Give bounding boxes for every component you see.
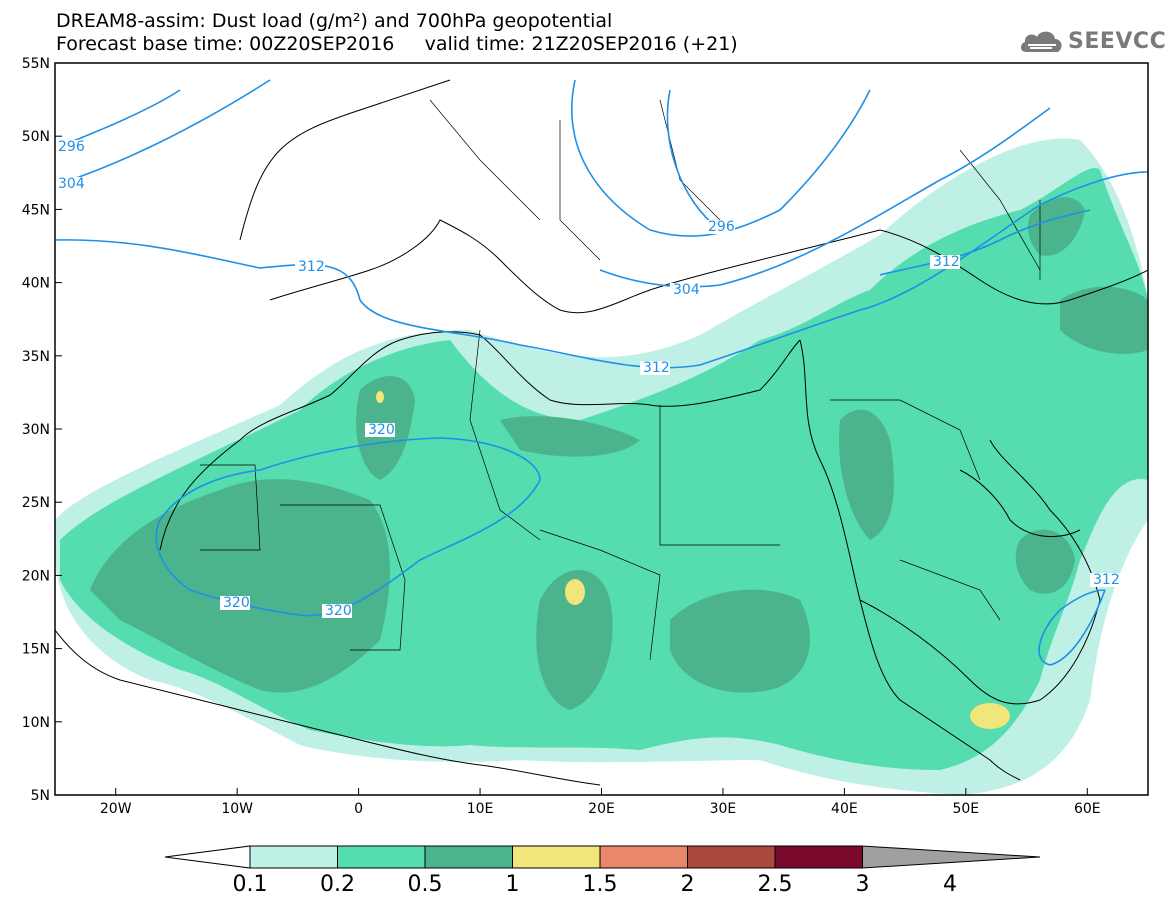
lat-tick-label: 50N (22, 129, 50, 145)
lat-tick-label: 40N (22, 276, 50, 292)
lon-tick-label: 10E (467, 801, 494, 817)
svg-text:320: 320 (368, 422, 395, 438)
contour-label-296-east: 296 (705, 219, 735, 235)
lon-tick-label: 60E (1074, 801, 1101, 817)
colorbar-swatch (599, 845, 688, 869)
colorbar-swatch (512, 845, 601, 869)
contour-label-296-west: 296 (55, 139, 85, 155)
svg-text:312: 312 (643, 360, 670, 376)
lon-tick-label: 0 (354, 801, 363, 817)
dust-area-0.5-arabia-east (1015, 529, 1075, 594)
lat-tick-label: 15N (22, 642, 50, 658)
lat-tick-label: 25N (22, 495, 50, 511)
colorbar-swatch (337, 845, 426, 869)
contour-304-far (666, 89, 721, 231)
lat-tick-label: 5N (31, 788, 50, 804)
dust-area-0.5-chad (536, 570, 613, 710)
colorbar-swatch (774, 845, 863, 869)
dust-area-1.0-algeria (376, 391, 384, 403)
seevccc-logo: SEEVCCC (1018, 24, 1165, 58)
contour-label-304-west: 304 (55, 176, 85, 192)
lat-tick-label: 45N (22, 202, 50, 218)
contour-label-320-south: 320 (322, 603, 352, 619)
contour-label-312-west: 312 (295, 259, 325, 275)
longitude-axis: 20W 10W 0 10E 20E 30E 40E 50E 60E (100, 788, 1101, 817)
borders (200, 99, 1041, 661)
lon-tick-label: 40E (831, 801, 858, 817)
contour-304-east (599, 107, 1051, 288)
dust-area-1.0-somalia (970, 703, 1010, 729)
colorbar-label: 2 (681, 872, 695, 897)
geopotential-contours (55, 79, 1148, 666)
svg-text:320: 320 (325, 603, 352, 619)
contour-label-320-west: 320 (220, 595, 250, 611)
colorbar-swatch (687, 845, 776, 869)
colorbar-label: 2.5 (758, 872, 793, 897)
colorbar-label: 0.2 (320, 872, 355, 897)
svg-text:312: 312 (933, 254, 960, 270)
svg-text:296: 296 (58, 139, 85, 155)
colorbar-label: 3 (856, 872, 870, 897)
lon-tick-label: 20E (588, 801, 615, 817)
svg-text:304: 304 (673, 282, 700, 298)
lat-tick-label: 20N (22, 568, 50, 584)
forecast-time-subtitle: Forecast base time: 00Z20SEP2016 valid t… (56, 33, 738, 55)
colorbar-arrow-right (862, 845, 1041, 869)
contour-312-west (55, 171, 1148, 369)
svg-text:304: 304 (58, 176, 85, 192)
contour-labels: 296 304 312 296 304 312 312 320 320 320 … (55, 139, 1120, 619)
contour-label-320-north: 320 (365, 422, 395, 438)
contour-label-312-east: 312 (640, 360, 670, 376)
contour-label-304-east: 304 (670, 282, 700, 298)
lon-tick-label: 50E (952, 801, 979, 817)
coastlines (55, 79, 1148, 786)
svg-text:296: 296 (708, 219, 735, 235)
svg-text:320: 320 (223, 595, 250, 611)
dust-area-0.5-caspian (1028, 197, 1085, 256)
colorbar-label: 1 (506, 872, 520, 897)
lat-tick-label: 55N (22, 56, 50, 72)
colorbar-label: 4 (943, 872, 957, 897)
contour-304-west (55, 79, 271, 186)
lat-tick-label: 30N (22, 422, 50, 438)
latitude-axis: 55N 50N 45N 40N 35N 30N 25N 20N 15N 10N 5N (22, 56, 62, 804)
cloud-icon (1020, 31, 1062, 52)
logo-text: SEEVCCC (1068, 29, 1165, 54)
contour-312-east (879, 209, 1091, 276)
colorbar-label: 1.5 (583, 872, 618, 897)
dust-area-1.0-chad (565, 579, 585, 605)
lat-tick-label: 10N (22, 715, 50, 731)
dust-area-0.5-sudan (670, 589, 810, 693)
dust-area-0.5-iran (1060, 286, 1148, 354)
dust-area-0.2 (60, 168, 1148, 771)
map-title: DREAM8-assim: Dust load (g/m²) and 700hP… (56, 10, 613, 32)
colorbar-label: 0.1 (233, 872, 268, 897)
colorbar-arrow-left (164, 845, 251, 869)
lon-tick-label: 30E (710, 801, 737, 817)
contour-label-312-far: 312 (930, 254, 960, 270)
svg-text:312: 312 (1093, 572, 1120, 588)
contour-320-loop (155, 437, 541, 617)
svg-text:312: 312 (298, 259, 325, 275)
dust-area-0.5-egypt (500, 416, 640, 457)
lon-tick-label: 20W (100, 801, 132, 817)
colorbar-swatch (424, 845, 513, 869)
colorbar-swatch (249, 845, 338, 869)
lat-tick-label: 35N (22, 349, 50, 365)
contour-296-east (571, 79, 871, 237)
dust-area-0.5-arabia (839, 409, 894, 540)
contour-label-312-arabia: 312 (1090, 572, 1120, 588)
map-content: 296 304 312 296 304 312 312 320 320 320 … (55, 79, 1148, 795)
colorbar-label: 0.5 (408, 872, 443, 897)
lon-tick-label: 10W (221, 801, 253, 817)
colorbar: 0.1 0.2 0.5 1 1.5 2 2.5 3 4 (164, 845, 1041, 897)
contour-312-red-sea (1038, 589, 1106, 666)
